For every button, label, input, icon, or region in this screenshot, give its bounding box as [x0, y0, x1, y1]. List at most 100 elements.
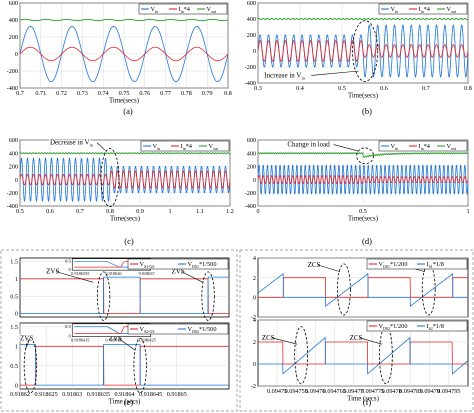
panel-b: -400 -200 0 200 400 600 0.3 0.4 0.5 0.6 0.7 0.8 Incr… [245, 0, 472, 116]
y-tick-label: 1.5 [10, 324, 18, 331]
inset-x-tick: 0.918642 [105, 338, 121, 343]
y-tick-label: 0 [15, 382, 18, 389]
legend-entry-label: Vin [391, 143, 399, 151]
y-tick-label: 200 [247, 164, 256, 171]
annotation-arrow [181, 271, 204, 283]
y-tick-label: 400 [247, 150, 256, 157]
x-tick-label: 0.5 [16, 208, 24, 215]
x-tick-label: 0.91862 [10, 391, 30, 398]
annotation-arrow [359, 337, 383, 345]
series-v_out [258, 151, 468, 158]
dashed-highlight [352, 20, 379, 82]
x-tick-label: 1.2 [226, 208, 234, 215]
series-i_in [20, 170, 230, 189]
y-tick-label: 1 [15, 343, 18, 350]
annotation-label: ZVS [46, 268, 59, 276]
panel-a: -400 -200 0 200 400 600 0.7 0.71 0.72 0.73 0.74 0.7… [7, 0, 232, 116]
y-tick-label: 0 [253, 177, 256, 184]
x-tick-label: 0.7 [16, 90, 24, 97]
x-tick-label: 1.1 [196, 208, 204, 215]
x-tick-label: 0.918635 [87, 391, 110, 398]
x-tick-label: 0.91863 [62, 391, 82, 398]
x-tick-label: 0.094795 [437, 388, 460, 395]
series-group [20, 343, 229, 386]
x-tick-label: 0.91865 [167, 391, 187, 398]
y-tick-label: 0.5 [10, 363, 18, 370]
x-tick-label: 0.73 [77, 90, 88, 97]
x-tick-label: 0.5 [338, 85, 346, 92]
panel-f2: -20240.094750.0947550.094760.0947650.094… [251, 317, 469, 407]
dashed-highlight [133, 338, 147, 394]
legend-entry-label: Vout [447, 143, 457, 151]
y-tick-label: -2 [251, 314, 256, 321]
y-tick-label: 0 [253, 48, 256, 55]
legend-box [138, 3, 228, 15]
legend-entry-label: IS1*1/8 [427, 261, 444, 269]
y-tick-label: -200 [245, 64, 256, 71]
x-tick-label: 0.7 [76, 208, 84, 215]
x-tick-label: 1 [466, 208, 469, 215]
group-frame-f [239, 249, 474, 412]
annotation-arrow [317, 264, 341, 273]
x-tick-label: 0.78 [181, 90, 192, 97]
x-tick-label: 0.75 [119, 90, 130, 97]
y-tick-label: -2 [251, 383, 256, 390]
y-tick-label: 0.5 [10, 293, 18, 300]
series-v_in [20, 343, 229, 386]
x-tick-label: 0.77 [160, 90, 171, 97]
series-v_in [258, 272, 468, 307]
x-tick-label: 0.918645 [139, 391, 162, 398]
y-tick-label: 600 [247, 137, 256, 144]
legend-entry-label: IS2*1/8 [427, 323, 444, 331]
legend-box [378, 140, 468, 152]
legend-entry-label: Iin*4 [419, 6, 431, 14]
y-tick-label: -200 [7, 68, 18, 75]
series-group [258, 336, 468, 375]
x-tick-label: 0.09475 [267, 388, 287, 395]
x-tick-label: 0.09479 [420, 388, 440, 395]
annotation-label: ZCS [308, 261, 321, 269]
panel-caption: (f) [363, 397, 372, 407]
panel-c: -400 -200 0 200 400 600 0.5 0.6 0.7 0.8 0.9 1 1.1 1.2… [7, 137, 234, 246]
y-tick-label: 0 [15, 51, 18, 58]
y-tick-label: 400 [9, 17, 18, 24]
annotation-arrow [118, 338, 136, 351]
annotation-label: ZCS [350, 334, 363, 342]
panel-caption: (b) [362, 106, 372, 116]
series-group [258, 17, 468, 78]
x-tick-label: 0.7 [422, 85, 430, 92]
x-tick-label: 0.6 [380, 85, 388, 92]
panel-caption: (a) [123, 106, 133, 116]
y-tick-label: -400 [7, 203, 18, 210]
legend-entry-label: Iin*4 [181, 143, 193, 151]
x-tick-label: 0.09478 [382, 388, 402, 395]
annotation-arrow [55, 271, 94, 283]
series-v_out [258, 17, 468, 21]
x-axis-label: Time(secs) [348, 93, 378, 100]
panel-caption: (c) [124, 236, 134, 246]
series-i_in [20, 278, 229, 314]
panel-caption: (e) [124, 397, 134, 407]
series-group [20, 152, 230, 203]
legend-entry-label: Vout [209, 143, 219, 151]
y-tick-label: -200 [7, 190, 18, 197]
y-tick-label: 400 [247, 16, 256, 23]
annotation-label: ZVS [109, 334, 122, 342]
x-tick-label: 0.72 [56, 90, 67, 97]
series-group [20, 18, 228, 83]
y-tick-label: 2 [253, 339, 256, 346]
series-v_in [20, 276, 229, 314]
y-tick-label: 0 [253, 361, 256, 368]
legend-box [140, 140, 230, 152]
inset-x-tick: 0.918637 [139, 271, 156, 276]
x-axis-label: Time(secs) [348, 216, 378, 223]
x-tick-label: 0.91864 [114, 391, 134, 398]
y-tick-label: 4 [253, 317, 256, 324]
legend-box [378, 3, 468, 15]
legend-entry-label: VDS1*1/200 [379, 261, 408, 269]
y-tick-label: 200 [247, 32, 256, 39]
series-i_in [258, 40, 468, 62]
inset-y-tick: 0 [69, 267, 72, 272]
inset-x-tick: 0.9186355 [71, 271, 89, 276]
inset-x-tick: 0.9186425 [137, 338, 155, 343]
